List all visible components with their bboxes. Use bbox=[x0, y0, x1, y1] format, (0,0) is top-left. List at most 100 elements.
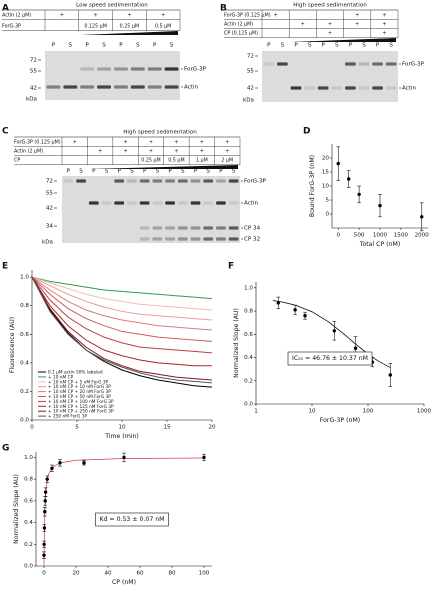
x-tick-label: 40 bbox=[104, 571, 112, 577]
annotation-box bbox=[287, 351, 373, 366]
series-line bbox=[31, 276, 213, 321]
row-cell: + bbox=[200, 149, 204, 155]
band-label: CP 34 bbox=[244, 226, 261, 232]
lane-label: S bbox=[130, 169, 134, 175]
band-label: Actin bbox=[402, 86, 417, 92]
data-point bbox=[122, 455, 126, 460]
y-tick-label: 0.4 bbox=[24, 520, 33, 526]
y-tick-label: 20 bbox=[322, 156, 330, 162]
lane-label: P bbox=[92, 169, 96, 175]
data-point bbox=[202, 455, 206, 460]
gel-band bbox=[177, 201, 188, 205]
y-tick-label: 0.8 bbox=[20, 303, 29, 309]
gel-band bbox=[139, 237, 150, 241]
x-tick-label: 2000 bbox=[415, 233, 430, 239]
lane-label: S bbox=[181, 169, 185, 175]
lane-label: S bbox=[308, 43, 312, 49]
data-point bbox=[42, 553, 46, 557]
series-line bbox=[31, 276, 213, 388]
legend-label: 0.1 µM actin 50% labeled bbox=[48, 370, 103, 376]
y-tick-label: 5 bbox=[325, 198, 329, 204]
y-tick-label: 0 bbox=[325, 212, 329, 218]
x-axis-title: Time (min) bbox=[104, 433, 139, 440]
annotation: IC₅₀ = 46.76 ± 10.37 nM bbox=[292, 355, 368, 362]
x-tick-label: 60 bbox=[136, 571, 144, 577]
row-cell: + bbox=[355, 13, 359, 19]
legend-label: + 10 nM CP + 10 nM ForG 3P bbox=[48, 384, 111, 390]
lane-label: P bbox=[86, 43, 90, 49]
lane-label: S bbox=[79, 169, 83, 175]
row-cell: 0.25 µM bbox=[120, 24, 139, 30]
gel-band bbox=[228, 201, 239, 205]
gel-band bbox=[97, 67, 111, 71]
gel-image bbox=[262, 51, 398, 102]
lane-label: S bbox=[389, 43, 393, 49]
series-line bbox=[31, 276, 213, 381]
band-label: Actin bbox=[244, 201, 259, 207]
gel-band bbox=[331, 86, 343, 90]
gel-band bbox=[80, 67, 95, 71]
gel-band bbox=[317, 86, 329, 90]
row-cell: + bbox=[149, 140, 153, 146]
row-label: ForG-3P (0.125 µM) bbox=[14, 140, 61, 146]
gel-band bbox=[385, 86, 397, 90]
gel-band bbox=[190, 226, 201, 230]
y-tick-label: 0.0 bbox=[24, 564, 33, 570]
gel-band bbox=[165, 237, 175, 241]
lane-label: S bbox=[136, 43, 140, 49]
row-cell: + bbox=[225, 149, 229, 155]
y-tick-label: 0.8 bbox=[24, 477, 33, 483]
fit-curve bbox=[43, 457, 205, 567]
row-cell: + bbox=[149, 149, 153, 155]
gel-band bbox=[165, 179, 175, 183]
lane-label: S bbox=[170, 43, 174, 49]
lane-label: S bbox=[102, 43, 106, 49]
gradient-wedge bbox=[291, 38, 396, 42]
band-label: ForG-3P bbox=[244, 179, 267, 185]
x-tick-label: 10 bbox=[118, 425, 126, 431]
y-tick-label: 0.2 bbox=[244, 378, 253, 384]
y-tick-label: 0.6 bbox=[20, 332, 29, 338]
gel-band bbox=[147, 67, 162, 71]
row-cell: + bbox=[301, 22, 305, 28]
y-tick-label: 0.0 bbox=[20, 418, 29, 424]
series-line bbox=[31, 276, 213, 384]
gel-band bbox=[228, 226, 239, 230]
y-tick-label: 10 bbox=[322, 184, 330, 190]
row-cell: 0.5 µM bbox=[155, 24, 171, 30]
panel-letter: E bbox=[2, 262, 8, 272]
row-cell: + bbox=[355, 22, 359, 28]
gel-band bbox=[80, 85, 95, 89]
row-cell: 1 µM bbox=[196, 158, 208, 164]
row-cell: 0.125 µM bbox=[84, 24, 106, 30]
band-label: CP 32 bbox=[244, 237, 260, 243]
row-cell: + bbox=[161, 13, 165, 19]
gel-band bbox=[101, 201, 112, 205]
data-point bbox=[43, 499, 47, 503]
gel-band bbox=[177, 237, 188, 241]
row-cell: + bbox=[127, 13, 131, 19]
lane-label: S bbox=[335, 43, 339, 49]
data-point bbox=[42, 526, 47, 530]
row-label: Actin (2 µM) bbox=[2, 13, 31, 19]
gel-band bbox=[164, 85, 179, 89]
x-tick-label: 100 bbox=[199, 571, 210, 577]
y-tick-label: 1.0 bbox=[24, 455, 33, 461]
mw-label: 55 bbox=[46, 191, 54, 197]
gel-band bbox=[345, 62, 356, 66]
data-point bbox=[42, 542, 46, 546]
mw-unit: kDa bbox=[243, 98, 254, 104]
lane-label: S bbox=[232, 169, 236, 175]
gel-band bbox=[114, 85, 128, 89]
row-cell: 2 µM bbox=[221, 158, 233, 164]
y-tick-label: 0.2 bbox=[20, 389, 29, 395]
x-tick-label: 5 bbox=[75, 425, 79, 431]
gel-band bbox=[139, 179, 150, 183]
panel-letter: G bbox=[2, 444, 9, 454]
data-point bbox=[336, 161, 340, 166]
x-tick-label: 10 bbox=[308, 409, 316, 415]
mw-unit: kDa bbox=[26, 97, 37, 103]
mw-label: 34 bbox=[46, 224, 54, 230]
y-axis-title: Normalized Slope (AU) bbox=[13, 474, 20, 544]
legend-label: + 10 nM CP bbox=[48, 374, 74, 380]
